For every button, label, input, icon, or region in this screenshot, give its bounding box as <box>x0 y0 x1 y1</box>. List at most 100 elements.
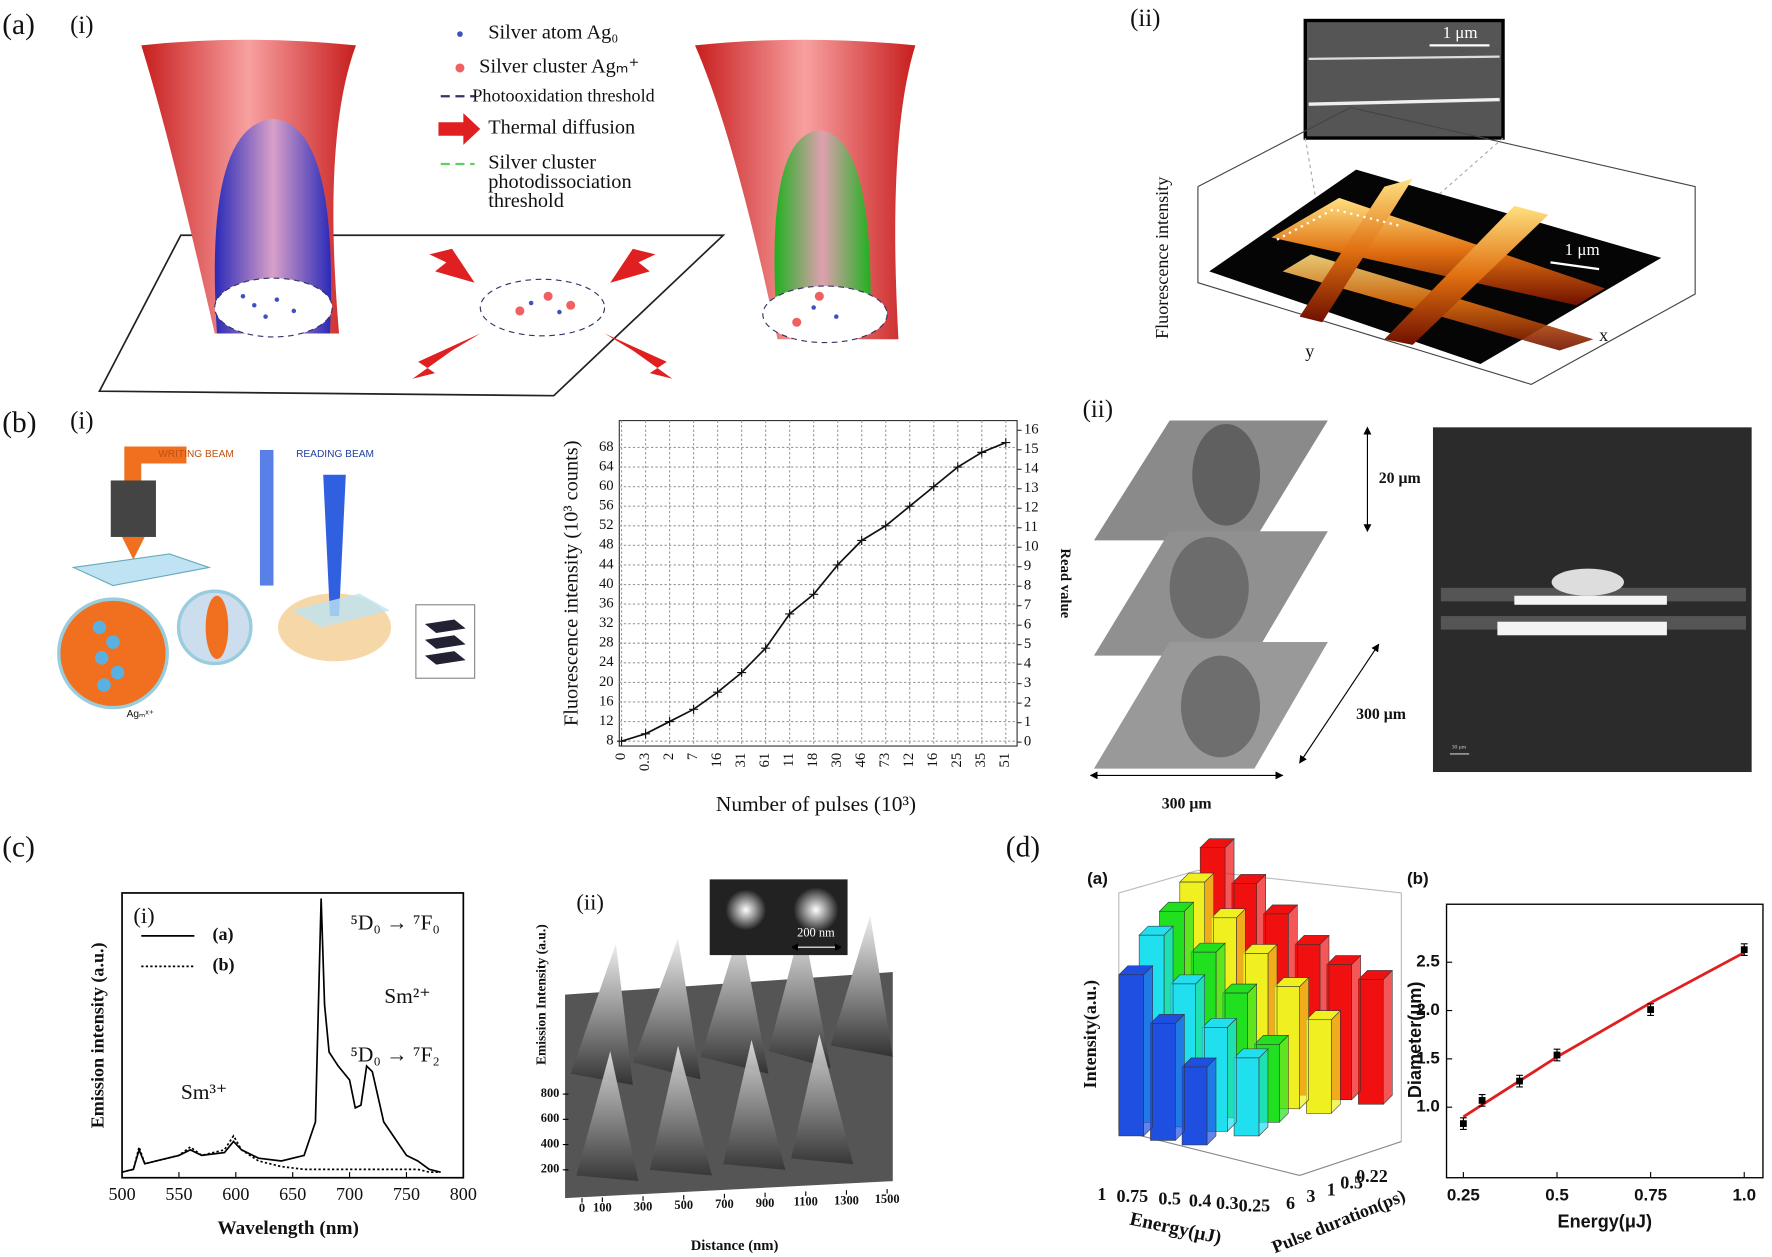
bar-side <box>1143 965 1153 1137</box>
bar <box>1358 979 1384 1105</box>
y2-tick-label: 4 <box>1024 656 1032 672</box>
x-tick-label: 0 <box>613 753 629 760</box>
y2-tick-label: 10 <box>1024 539 1039 555</box>
y2-tick-label: 3 <box>1024 675 1031 691</box>
data-point <box>1459 1120 1467 1128</box>
bar-side <box>1258 1048 1269 1137</box>
panel-label: (d) <box>1006 832 1040 864</box>
sub-label: (ii) <box>576 889 604 914</box>
dimension-label: 300 μm <box>1356 706 1406 723</box>
x-tick-label: 0.4 <box>1189 1191 1212 1211</box>
data-point <box>857 535 867 545</box>
x-tick-label: 31 <box>733 753 749 768</box>
x-tick-label: 7 <box>685 753 701 760</box>
panel-b-ii: 20 μm 300 μm 300 μm 30 μm <box>1089 420 1752 812</box>
plot-frame <box>618 419 1018 747</box>
legend-text: Photooxidation threshold <box>472 86 654 106</box>
y-tick-label: 2.0 <box>1416 1000 1440 1019</box>
y-tick-label: 8 <box>606 733 613 749</box>
x-tick-label: 73 <box>877 753 893 768</box>
y2-tick-label: 15 <box>1024 441 1039 457</box>
voxel <box>205 595 229 660</box>
x-axis-title: Number of pulses (10³) <box>716 792 916 816</box>
legend-text: Thermal diffusion <box>488 117 635 139</box>
data-point <box>1516 1077 1523 1085</box>
zoom-line <box>1304 137 1318 204</box>
y-tick-label: 28 <box>599 635 614 651</box>
panel-label: (c) <box>2 832 35 864</box>
y2-tick-label: 5 <box>1024 636 1031 652</box>
panel-label: (b) <box>2 407 36 439</box>
x-tick-label: 0.75 <box>1634 1185 1667 1204</box>
y-tick-label: 52 <box>599 517 614 533</box>
data-point <box>1553 1051 1561 1059</box>
peak <box>723 1039 786 1170</box>
x-tick-label: 61 <box>757 753 773 768</box>
y2-tick-label: 13 <box>1024 480 1039 496</box>
scale-label: 200 nm <box>797 925 835 939</box>
inner-cup <box>214 118 332 334</box>
y-tick-label: 20 <box>599 674 614 690</box>
diffusion-arrows <box>412 248 673 379</box>
spot <box>725 889 767 931</box>
annotation: READING BEAM <box>296 449 374 460</box>
ridge <box>1299 178 1413 323</box>
zoom-line <box>1389 137 1504 238</box>
x-tick-label: 16 <box>925 753 941 768</box>
bar-side <box>1278 1034 1289 1124</box>
peak <box>649 1045 712 1176</box>
reading-beam <box>259 449 274 586</box>
bar <box>1150 1023 1176 1141</box>
data-point <box>761 643 771 653</box>
x-tick-label: 1300 <box>834 1193 859 1207</box>
y-tick-label: 36 <box>599 595 614 611</box>
bar <box>1181 1066 1208 1146</box>
micro-feature <box>1514 595 1667 605</box>
bar <box>1118 974 1144 1137</box>
plane <box>98 234 726 397</box>
panel-a-i: Silver atom Ag₀ Silver cluster Agₘ⁺ Phot… <box>98 22 916 397</box>
y2-tick-label: 12 <box>1024 500 1039 516</box>
threshold-circle <box>214 277 333 338</box>
reading-beam <box>323 474 346 617</box>
plot-frame <box>1445 903 1764 1179</box>
x-tick-label: 12 <box>901 753 917 768</box>
panel-d-a-frame <box>1118 869 1402 1177</box>
box-outline <box>1197 106 1696 386</box>
dotted-outline <box>1276 208 1402 241</box>
data-point <box>737 668 747 678</box>
y-tick-label: 1 <box>1327 1179 1336 1199</box>
x-tick-label: 300 <box>634 1199 653 1213</box>
bar-side <box>1227 1017 1237 1133</box>
y2-tick-label: 8 <box>1024 578 1031 594</box>
y-tick-label: 32 <box>599 615 614 631</box>
legend-icon <box>438 113 481 145</box>
data-point <box>617 736 627 746</box>
data-point <box>1740 946 1748 954</box>
data-point <box>809 589 819 599</box>
diffusion-circle <box>479 278 606 337</box>
data-point <box>1478 1097 1486 1104</box>
micro-feature <box>1551 568 1624 596</box>
box-outline <box>1118 1129 1300 1177</box>
sub-label: (i) <box>133 903 154 928</box>
x-tick-label: 51 <box>997 753 1013 768</box>
x-tick-label: 800 <box>450 1184 477 1204</box>
z-axis-title: Intensity(a.u.) <box>1080 980 1101 1088</box>
portrait <box>1169 536 1249 639</box>
legend-text: Silver cluster <box>488 152 596 174</box>
data-point <box>713 687 723 697</box>
y-tick-label: 3 <box>1306 1186 1315 1206</box>
x-tick-label: 650 <box>279 1184 306 1204</box>
atoms <box>240 293 839 319</box>
panel-a-ii: 1 μm 1 μm Fluorescence intensity y x <box>1152 18 1696 386</box>
y2-tick-label: 1 <box>1024 714 1031 730</box>
fit-line <box>1462 951 1745 1119</box>
bar <box>1306 1019 1332 1114</box>
y2-tick-label: 14 <box>1024 461 1039 477</box>
data-point <box>881 521 891 531</box>
data-point <box>833 560 843 570</box>
annotation: ⁵D₀ → ⁷F₀ <box>350 911 440 935</box>
sub-label: (i) <box>70 12 93 39</box>
sub-label: (ii) <box>1130 5 1160 32</box>
